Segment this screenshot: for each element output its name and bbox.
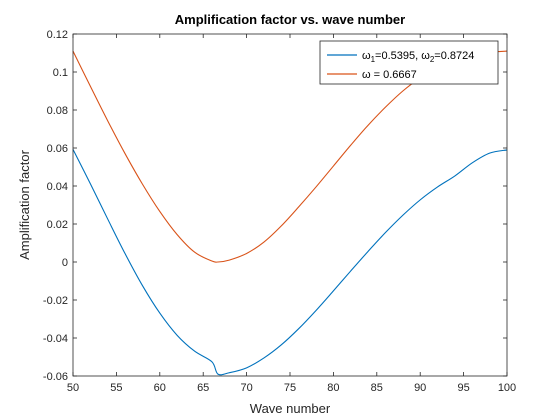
y-tick-label: 0.06 [47,143,68,155]
y-tick-label: -0.04 [43,333,68,345]
x-tick-label: 100 [498,382,516,394]
x-tick-label: 80 [327,382,339,394]
x-tick-label: 60 [154,382,166,394]
x-axis-label: Wave number [250,401,331,416]
plot-area [73,34,507,376]
series-line-1 [72,149,508,376]
legend-label-series-2: ω = 0.6667 [362,69,417,81]
legend: ω1=0.5395, ω2=0.8724 ω = 0.6667 [319,40,499,85]
legend-label-series-1: ω1=0.5395, ω2=0.8724 [362,50,474,64]
y-tick-label: 0.04 [47,181,68,193]
x-tick-label: 75 [284,382,296,394]
y-tick-label: 0.08 [47,105,68,117]
x-tick-label: 50 [67,382,79,394]
x-tick-label: 95 [457,382,469,394]
x-tick-label: 90 [414,382,426,394]
y-tick-group: -0.06 -0.04 -0.02 0 0.02 0.04 0.06 0.08 0.1 0.12 [43,29,507,383]
y-tick-label: -0.02 [43,295,68,307]
x-tick-label: 70 [240,382,252,394]
legend-box [319,40,499,85]
x-tick-group: 50 55 60 65 70 75 80 85 90 95 100 [67,34,516,394]
y-tick-label: 0.02 [47,219,68,231]
chart-title: Amplification factor vs. wave number [175,12,405,27]
y-tick-label: -0.06 [43,371,68,383]
y-tick-label: 0.12 [47,29,68,41]
x-tick-label: 55 [110,382,122,394]
y-tick-label: 0.1 [53,67,68,79]
x-tick-label: 85 [371,382,383,394]
x-tick-label: 65 [197,382,209,394]
y-tick-label: 0 [62,257,68,269]
y-axis-label: Amplification factor [17,149,32,259]
